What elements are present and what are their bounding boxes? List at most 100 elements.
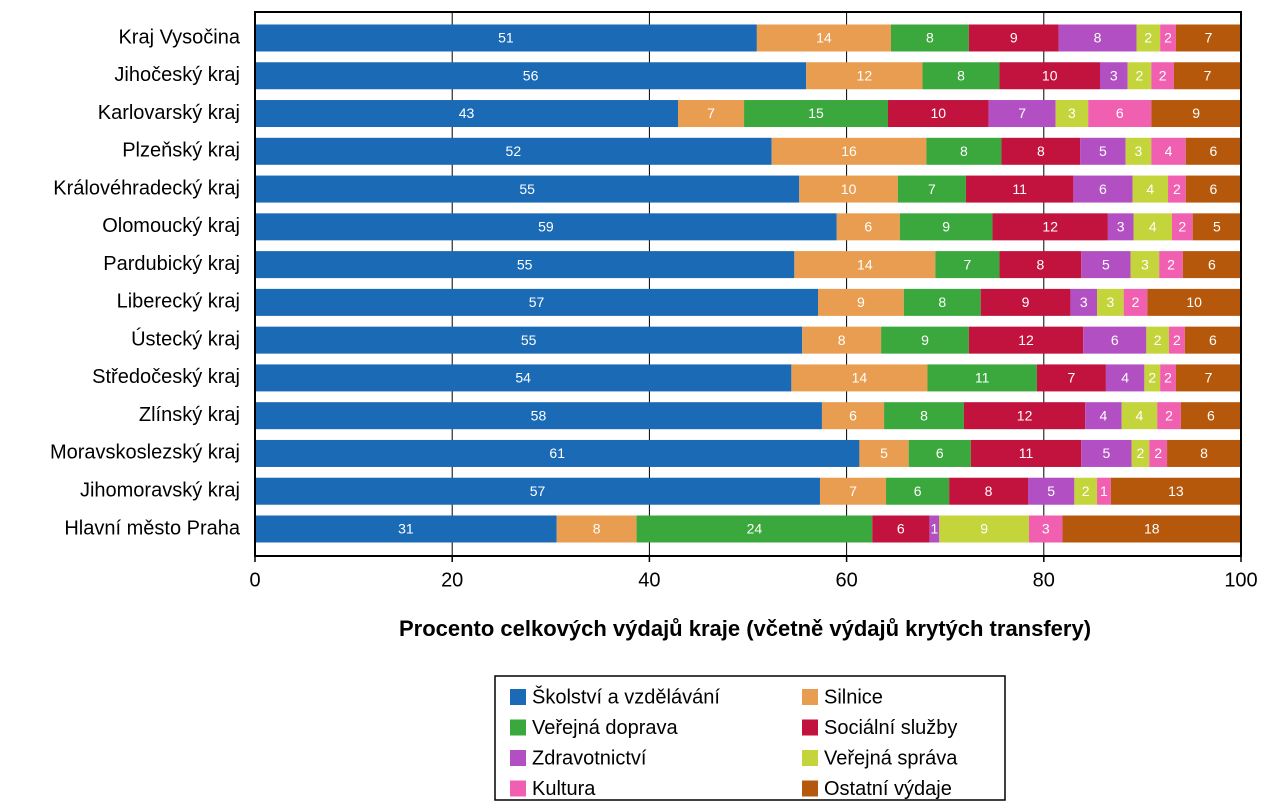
data-label: 7 (849, 483, 857, 499)
legend-label: Ostatní výdaje (824, 778, 952, 800)
bar-segment (1185, 175, 1241, 203)
data-label: 6 (1209, 181, 1217, 197)
legend-swatch (510, 780, 526, 797)
legend-swatch (510, 750, 526, 766)
bar-segment (970, 439, 1082, 467)
bar-segment (1175, 24, 1241, 52)
bar-segment (1074, 477, 1098, 505)
data-label: 6 (1209, 143, 1217, 159)
data-label: 2 (1154, 332, 1162, 348)
bar-segment (1100, 62, 1128, 90)
data-label: 9 (857, 294, 865, 310)
bar-segment (1131, 439, 1150, 467)
bar-segment (802, 326, 882, 354)
data-label: 3 (1106, 294, 1114, 310)
data-label: 2 (1164, 370, 1172, 386)
bar-segment (968, 24, 1059, 52)
data-label: 3 (1110, 67, 1118, 83)
bar-segment (1097, 477, 1111, 505)
bar-segment (819, 477, 887, 505)
bar-segment (1192, 213, 1241, 241)
bar-segment (1127, 62, 1152, 90)
data-label: 8 (985, 483, 993, 499)
data-label: 5 (1047, 483, 1055, 499)
bar-segment (255, 439, 860, 467)
data-label: 2 (1154, 445, 1162, 461)
bar-segment (255, 24, 757, 52)
bar-segment (888, 100, 989, 128)
bar-segment (1147, 288, 1241, 316)
data-label: 6 (849, 407, 857, 423)
data-label: 6 (914, 483, 922, 499)
plot-frame (254, 11, 1242, 557)
y-tick-label: Olomoucký kraj (102, 215, 240, 237)
bar-segment (1070, 288, 1098, 316)
data-label: 55 (517, 256, 533, 272)
data-label: 4 (1146, 181, 1154, 197)
legend-label: Školství a vzdělávání (532, 685, 720, 708)
bar-segment (1184, 326, 1241, 354)
data-label: 10 (1186, 294, 1202, 310)
bar-segment (926, 137, 1002, 165)
bar-segment (636, 515, 873, 543)
data-label: 5 (1213, 219, 1221, 235)
data-label: 7 (928, 181, 936, 197)
data-label: 9 (980, 521, 988, 537)
data-label: 3 (1135, 143, 1143, 159)
bar-segment (1062, 515, 1241, 543)
bar-segment (968, 326, 1084, 354)
data-label: 5 (1103, 445, 1111, 461)
y-tick-label: Pardubický kraj (103, 253, 240, 275)
data-label: 2 (1173, 181, 1181, 197)
legend-label: Silnice (824, 686, 883, 708)
data-label: 5 (1099, 143, 1107, 159)
bar-segment (1149, 439, 1168, 467)
data-label: 4 (1121, 370, 1129, 386)
bar-segment (1160, 24, 1176, 52)
bar-segment (255, 251, 795, 279)
data-label: 6 (1099, 181, 1107, 197)
data-label: 8 (926, 30, 934, 46)
data-label: 6 (864, 219, 872, 235)
data-label: 3 (1141, 256, 1149, 272)
y-tick-label: Karlovarský kraj (98, 102, 240, 124)
data-label: 6 (1111, 332, 1119, 348)
bar-segment (255, 326, 803, 354)
bar-segment (890, 24, 969, 52)
data-label: 8 (1037, 143, 1045, 159)
bar-segment (963, 402, 1086, 430)
data-label: 54 (515, 370, 531, 386)
data-label: 6 (936, 445, 944, 461)
y-tick-label: Zlínský kraj (139, 404, 240, 426)
bar-segment (255, 515, 557, 543)
data-label: 2 (1178, 219, 1186, 235)
bar-segment (1085, 402, 1122, 430)
bar-segment (908, 439, 971, 467)
data-label: 6 (1209, 332, 1217, 348)
bar-segment (1171, 213, 1193, 241)
data-label: 4 (1149, 219, 1157, 235)
bar-segment (1157, 402, 1181, 430)
bar-segment (756, 24, 891, 52)
data-label: 55 (521, 332, 537, 348)
data-label: 1 (930, 521, 938, 537)
data-label: 6 (897, 521, 905, 537)
data-label: 57 (530, 483, 546, 499)
bar-segment (1144, 364, 1161, 392)
bar-segment (794, 251, 936, 279)
data-label: 3 (1080, 294, 1088, 310)
data-label: 55 (519, 181, 535, 197)
bar-segment (1097, 288, 1124, 316)
bar-segment (1132, 175, 1169, 203)
bar-segment (255, 137, 772, 165)
bar-segment (255, 288, 819, 316)
y-tick-label: Jihočeský kraj (114, 64, 240, 86)
bar-segment (1167, 439, 1241, 467)
data-label: 9 (1022, 294, 1030, 310)
data-label: 10 (931, 105, 947, 121)
bar-segment (965, 175, 1074, 203)
bar-segment (1123, 288, 1148, 316)
bar-segment (903, 288, 981, 316)
data-label: 2 (1144, 30, 1152, 46)
data-label: 7 (707, 105, 715, 121)
